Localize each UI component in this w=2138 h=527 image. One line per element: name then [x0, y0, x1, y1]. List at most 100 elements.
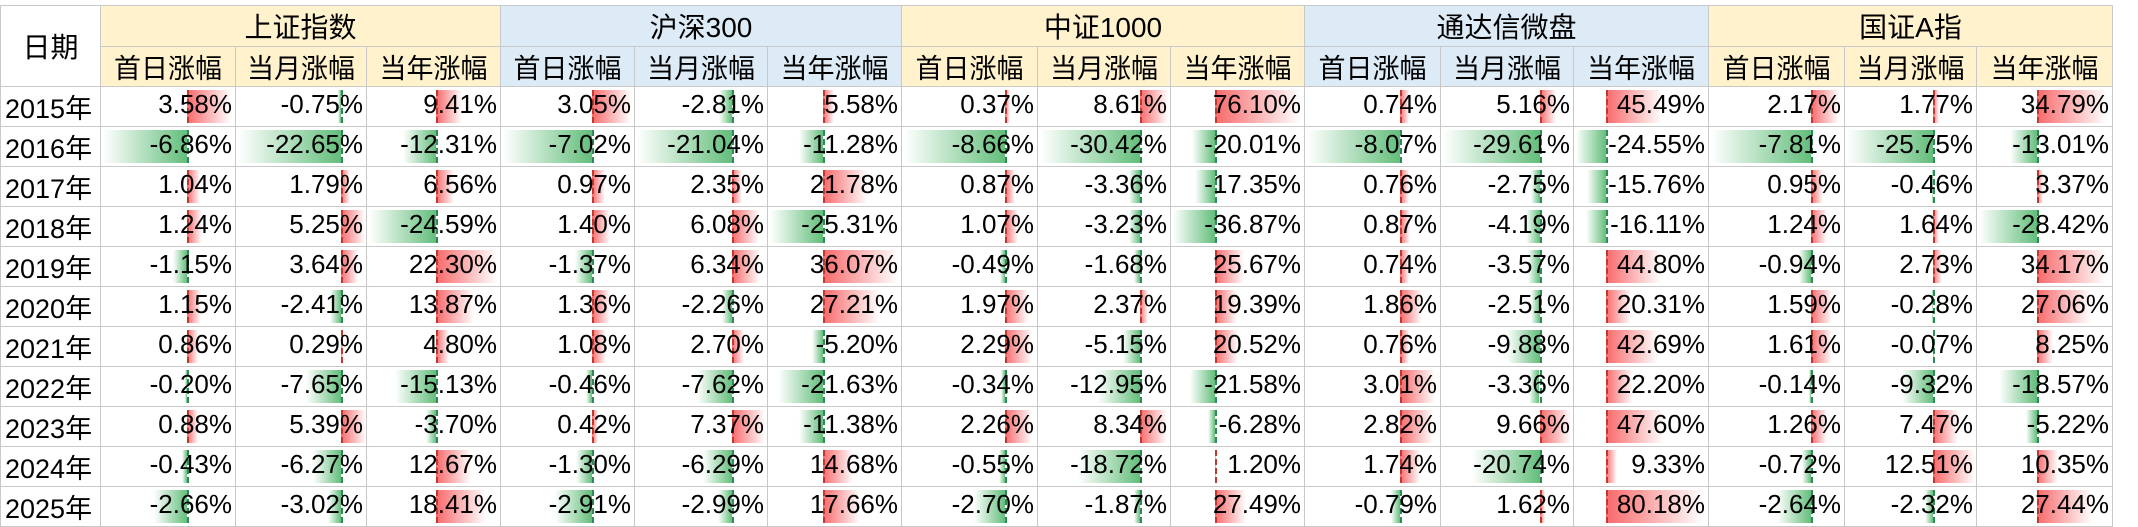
return-cell[interactable]: -24.55% [1574, 127, 1709, 167]
return-cell[interactable]: 34.79% [1977, 87, 2113, 127]
return-cell[interactable]: -5.22% [1977, 407, 2113, 447]
date-column-header[interactable]: 日期 [1, 6, 101, 87]
group-header-csi1000[interactable]: 中证1000 [902, 6, 1305, 47]
return-cell[interactable]: -18.57% [1977, 367, 2113, 407]
return-cell[interactable]: 1.24% [101, 207, 236, 247]
return-cell[interactable]: -11.28% [768, 127, 902, 167]
year-cell[interactable]: 2023年 [1, 407, 101, 447]
return-cell[interactable]: -0.43% [101, 447, 236, 487]
return-cell[interactable]: 2.73% [1845, 247, 1977, 287]
return-cell[interactable]: 0.76% [1305, 327, 1441, 367]
year-cell[interactable]: 2025年 [1, 487, 101, 527]
return-cell[interactable]: 1.62% [1441, 487, 1574, 527]
return-cell[interactable]: 1.77% [1845, 87, 1977, 127]
return-cell[interactable]: -2.70% [902, 487, 1038, 527]
return-cell[interactable]: 5.39% [236, 407, 367, 447]
return-cell[interactable]: -2.51% [1441, 287, 1574, 327]
return-cell[interactable]: 0.74% [1305, 87, 1441, 127]
return-cell[interactable]: -0.07% [1845, 327, 1977, 367]
return-cell[interactable]: -12.95% [1038, 367, 1171, 407]
return-cell[interactable]: 0.97% [501, 167, 635, 207]
return-cell[interactable]: -5.20% [768, 327, 902, 367]
return-cell[interactable]: 0.95% [1709, 167, 1845, 207]
sub-header-cell[interactable]: 首日涨幅 [1305, 47, 1441, 87]
return-cell[interactable]: 5.16% [1441, 87, 1574, 127]
sub-header-cell[interactable]: 当年涨幅 [768, 47, 902, 87]
return-cell[interactable]: -20.74% [1441, 447, 1574, 487]
return-cell[interactable]: -2.66% [101, 487, 236, 527]
return-cell[interactable]: -9.88% [1441, 327, 1574, 367]
return-cell[interactable]: -29.61% [1441, 127, 1574, 167]
return-cell[interactable]: -6.27% [236, 447, 367, 487]
return-cell[interactable]: 1.20% [1171, 447, 1305, 487]
sub-header-cell[interactable]: 当月涨幅 [1441, 47, 1574, 87]
return-cell[interactable]: -8.07% [1305, 127, 1441, 167]
return-cell[interactable]: 12.51% [1845, 447, 1977, 487]
return-cell[interactable]: -2.32% [1845, 487, 1977, 527]
return-cell[interactable]: 13.87% [367, 287, 501, 327]
return-cell[interactable]: -2.41% [236, 287, 367, 327]
return-cell[interactable]: 1.04% [101, 167, 236, 207]
sub-header-cell[interactable]: 首日涨幅 [501, 47, 635, 87]
return-cell[interactable]: -1.30% [501, 447, 635, 487]
return-cell[interactable]: -22.65% [236, 127, 367, 167]
return-cell[interactable]: 36.07% [768, 247, 902, 287]
return-cell[interactable]: 80.18% [1574, 487, 1709, 527]
return-cell[interactable]: 45.49% [1574, 87, 1709, 127]
return-cell[interactable]: -0.94% [1709, 247, 1845, 287]
return-cell[interactable]: 3.58% [101, 87, 236, 127]
year-cell[interactable]: 2019年 [1, 247, 101, 287]
year-cell[interactable]: 2021年 [1, 327, 101, 367]
return-cell[interactable]: 10.35% [1977, 447, 2113, 487]
return-cell[interactable]: 0.29% [236, 327, 367, 367]
return-cell[interactable]: -7.02% [501, 127, 635, 167]
group-header-guozheng-a[interactable]: 国证A指 [1709, 6, 2113, 47]
return-cell[interactable]: -3.02% [236, 487, 367, 527]
return-cell[interactable]: 34.17% [1977, 247, 2113, 287]
return-cell[interactable]: -25.31% [768, 207, 902, 247]
year-cell[interactable]: 2017年 [1, 167, 101, 207]
return-cell[interactable]: -1.37% [501, 247, 635, 287]
return-cell[interactable]: 22.20% [1574, 367, 1709, 407]
sub-header-cell[interactable]: 首日涨幅 [902, 47, 1038, 87]
sub-header-cell[interactable]: 当年涨幅 [1171, 47, 1305, 87]
return-cell[interactable]: 2.17% [1709, 87, 1845, 127]
return-cell[interactable]: 1.15% [101, 287, 236, 327]
return-cell[interactable]: -3.57% [1441, 247, 1574, 287]
return-cell[interactable]: -28.42% [1977, 207, 2113, 247]
return-cell[interactable]: 7.47% [1845, 407, 1977, 447]
return-cell[interactable]: 9.66% [1441, 407, 1574, 447]
return-cell[interactable]: 3.01% [1305, 367, 1441, 407]
return-cell[interactable]: -0.75% [236, 87, 367, 127]
return-cell[interactable]: -0.79% [1305, 487, 1441, 527]
year-cell[interactable]: 2018年 [1, 207, 101, 247]
return-cell[interactable]: 76.10% [1171, 87, 1305, 127]
sub-header-cell[interactable]: 首日涨幅 [1709, 47, 1845, 87]
return-cell[interactable]: 1.26% [1709, 407, 1845, 447]
return-cell[interactable]: -13.01% [1977, 127, 2113, 167]
return-cell[interactable]: 22.30% [367, 247, 501, 287]
return-cell[interactable]: -1.15% [101, 247, 236, 287]
return-cell[interactable]: 4.80% [367, 327, 501, 367]
return-cell[interactable]: 8.25% [1977, 327, 2113, 367]
return-cell[interactable]: 1.08% [501, 327, 635, 367]
sub-header-cell[interactable]: 当月涨幅 [1038, 47, 1171, 87]
return-cell[interactable]: -5.15% [1038, 327, 1171, 367]
return-cell[interactable]: 18.41% [367, 487, 501, 527]
return-cell[interactable]: -2.91% [501, 487, 635, 527]
return-cell[interactable]: -7.62% [635, 367, 768, 407]
return-cell[interactable]: 9.41% [367, 87, 501, 127]
return-cell[interactable]: -2.99% [635, 487, 768, 527]
return-cell[interactable]: 25.67% [1171, 247, 1305, 287]
return-cell[interactable]: 0.87% [902, 167, 1038, 207]
return-cell[interactable]: 1.74% [1305, 447, 1441, 487]
return-cell[interactable]: 17.66% [768, 487, 902, 527]
return-cell[interactable]: 6.56% [367, 167, 501, 207]
return-cell[interactable]: 0.37% [902, 87, 1038, 127]
return-cell[interactable]: -21.63% [768, 367, 902, 407]
return-cell[interactable]: 5.25% [236, 207, 367, 247]
return-cell[interactable]: 2.26% [902, 407, 1038, 447]
return-cell[interactable]: 1.64% [1845, 207, 1977, 247]
return-cell[interactable]: 27.49% [1171, 487, 1305, 527]
return-cell[interactable]: 8.61% [1038, 87, 1171, 127]
